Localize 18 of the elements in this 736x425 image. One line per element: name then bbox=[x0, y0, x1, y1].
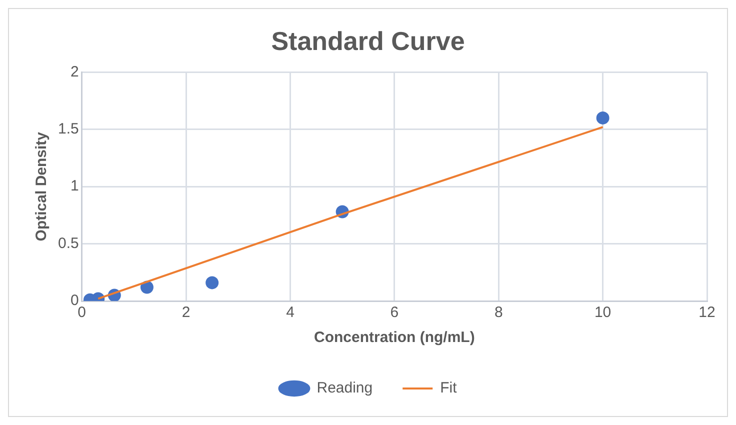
point bbox=[206, 276, 219, 290]
y-tick-label: 0.5 bbox=[58, 234, 79, 252]
y-axis-title: Optical Density bbox=[33, 131, 50, 242]
point bbox=[596, 111, 610, 124]
y-tick-label: 0 bbox=[70, 292, 79, 310]
x-tick-label: 8 bbox=[494, 304, 503, 322]
x-tick-label: 4 bbox=[286, 304, 294, 322]
x-axis-title: Concentration (ng/mL) bbox=[314, 329, 475, 346]
legend-label: Fit bbox=[440, 380, 458, 397]
y-tick-label: 2 bbox=[70, 63, 79, 80]
y-tick-label: 1 bbox=[70, 178, 79, 195]
chart-title: Standard Curve bbox=[271, 26, 465, 56]
y-tick-label: 1.5 bbox=[58, 120, 79, 138]
x-tick-label: 6 bbox=[390, 304, 399, 322]
x-tick-label: 12 bbox=[698, 304, 716, 322]
x-tick-label: 10 bbox=[594, 304, 612, 322]
x-tick-label: 2 bbox=[182, 304, 190, 322]
legend-label: Reading bbox=[316, 380, 373, 397]
